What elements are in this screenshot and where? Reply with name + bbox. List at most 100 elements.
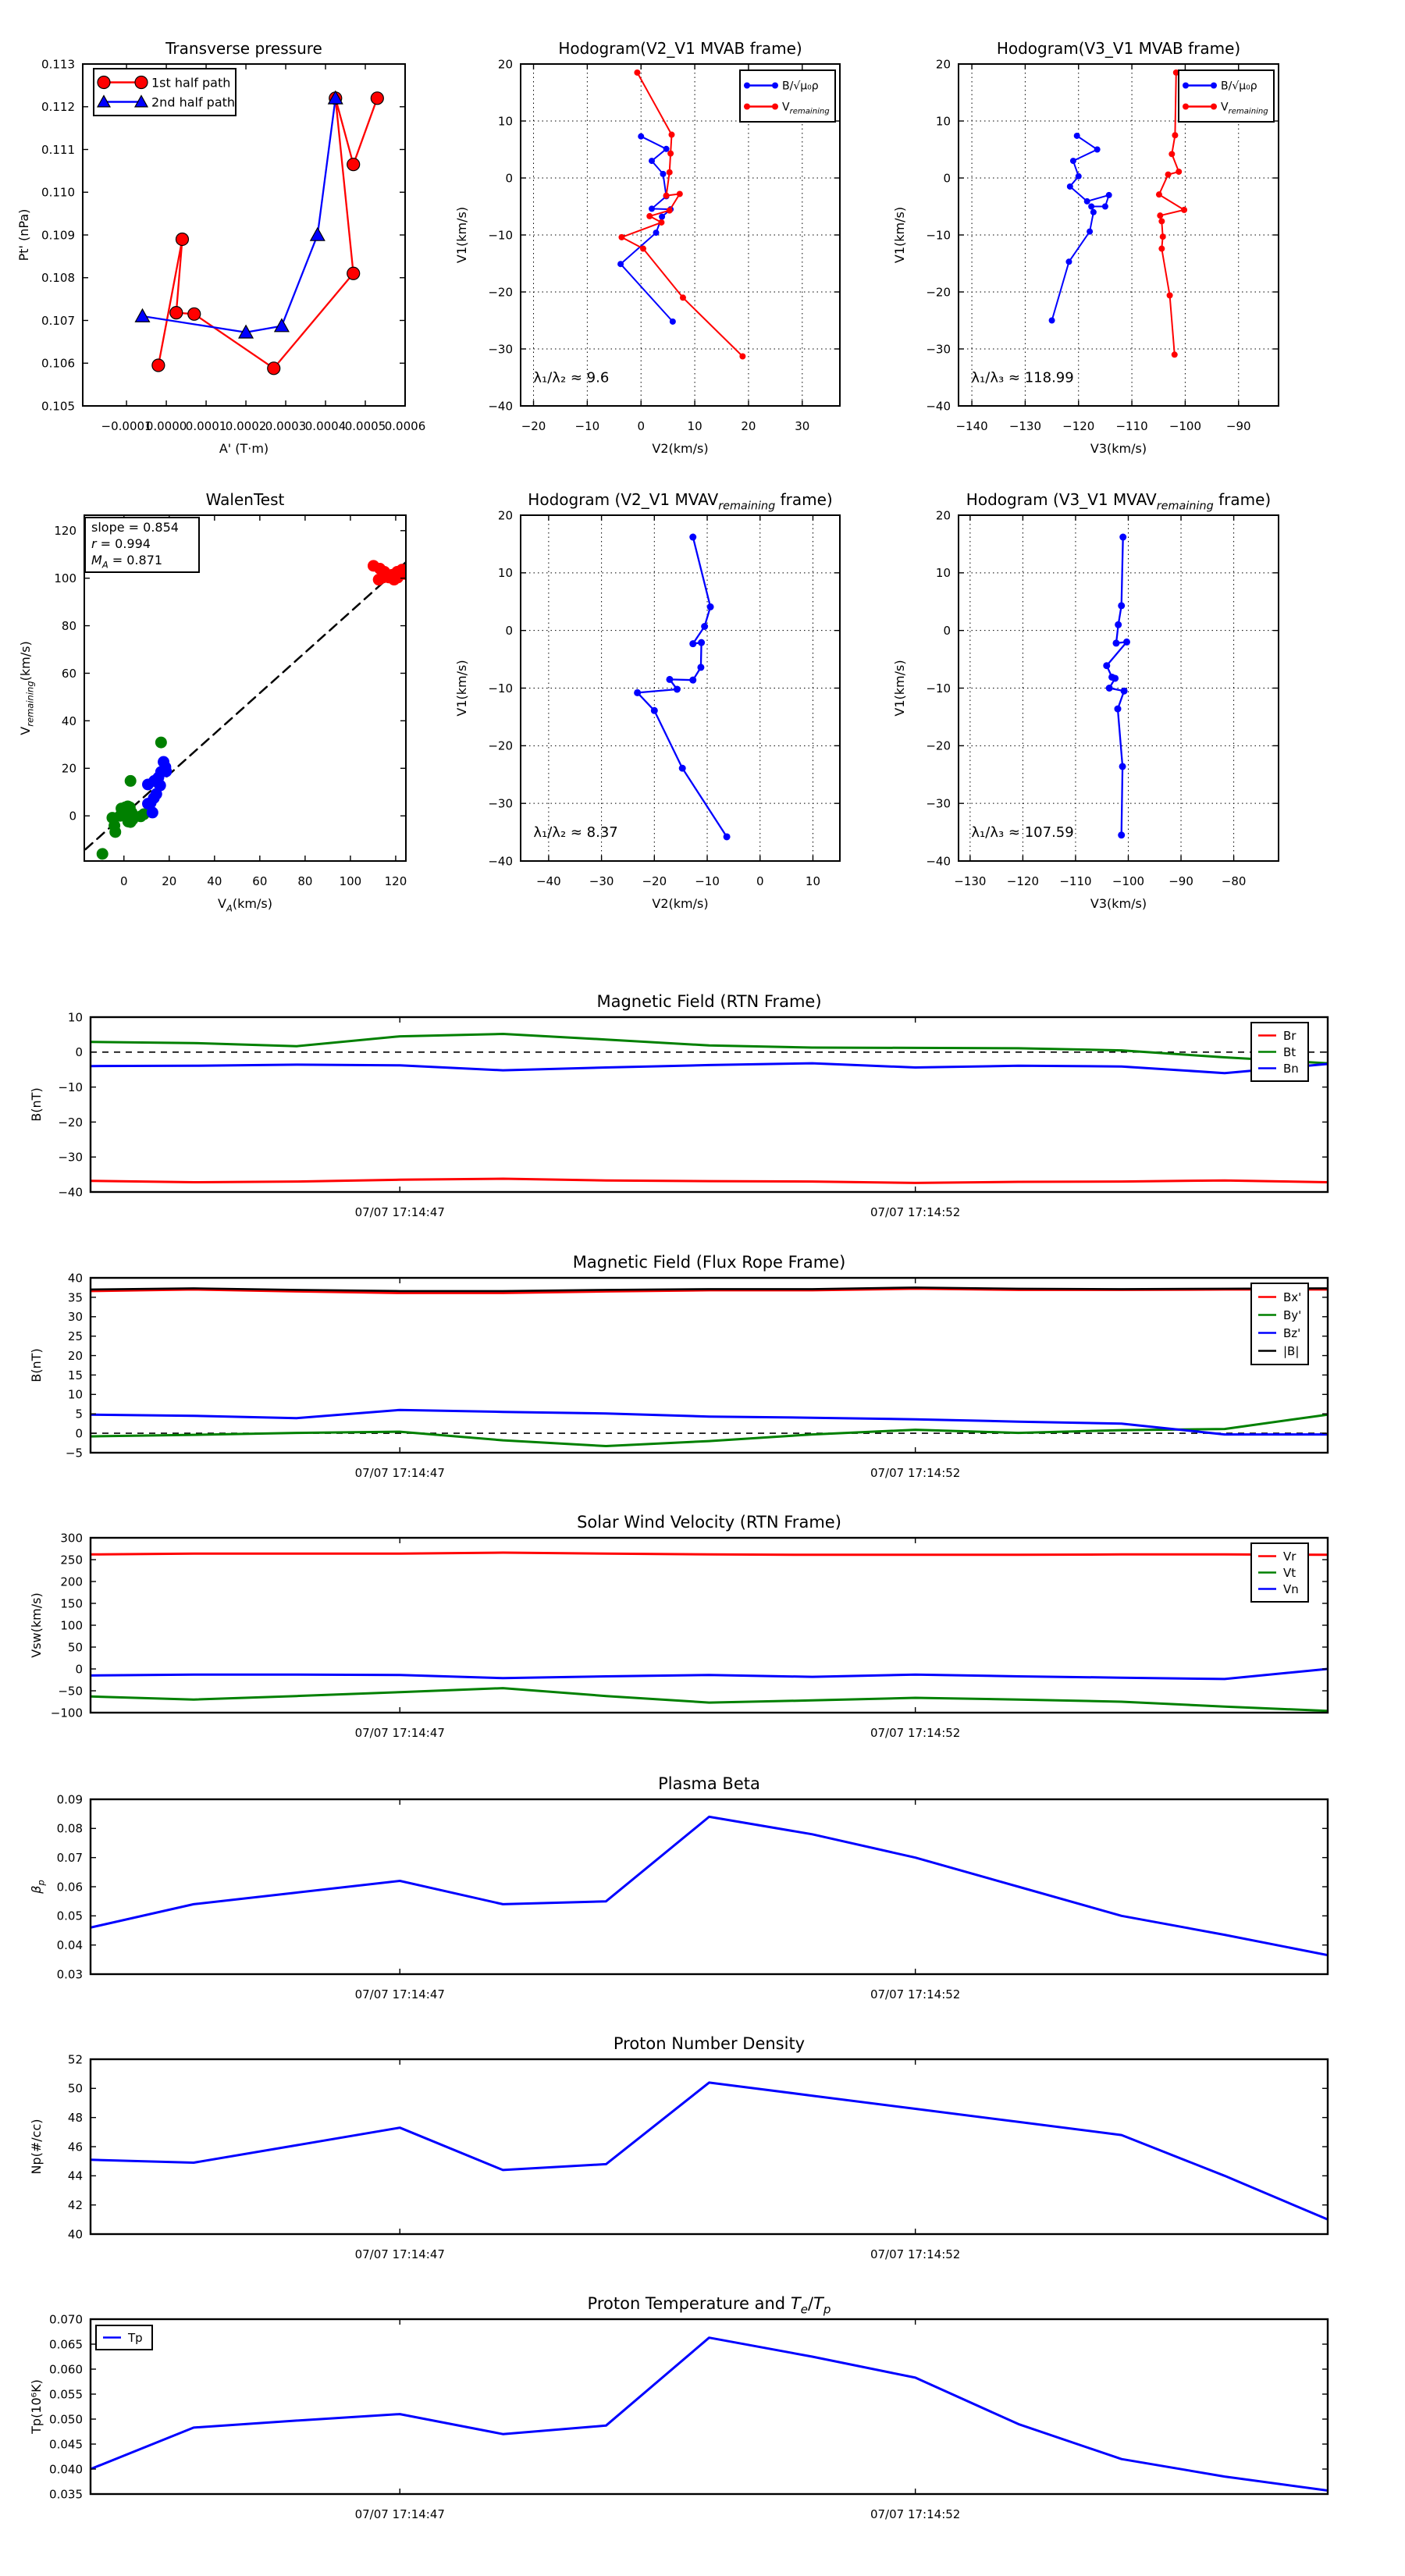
- y-tick-label: 20: [498, 508, 513, 522]
- y-tick-label: −40: [926, 399, 951, 413]
- triangle-marker: [273, 318, 290, 333]
- circle-marker: [1183, 82, 1189, 89]
- circle-marker: [678, 764, 686, 772]
- circle-marker: [1157, 212, 1164, 219]
- x-tick-label: 07/07 17:14:47: [355, 1205, 445, 1219]
- x-tick-label: 07/07 17:14:47: [355, 2247, 445, 2261]
- y-axis-label: V1(km/s): [454, 660, 469, 716]
- y-tick-label: 50: [68, 1640, 83, 1654]
- series-By-prime: [91, 1413, 1328, 1447]
- y-tick-label: 40: [68, 2227, 83, 2241]
- series-Np: [91, 2081, 1328, 2221]
- x-tick-label: −100: [1169, 419, 1201, 433]
- panel-solar-wind-velocity: 07/07 17:14:47 07/07 17:14:52 −100 −50 0 50 10…: [29, 1513, 1329, 1740]
- panel-title: Plasma Beta: [658, 1774, 760, 1793]
- legend-label: By': [1283, 1308, 1301, 1322]
- x-tick-label: 80: [297, 874, 312, 888]
- axes-frame: [84, 514, 407, 862]
- circle-marker: [666, 169, 673, 176]
- y-tick-label: 48: [68, 2111, 83, 2125]
- y-tick-label: −30: [488, 797, 513, 811]
- circle-marker: [1176, 168, 1183, 175]
- circle-marker: [650, 706, 658, 714]
- y-axis-label: Pt' (nPa): [16, 209, 31, 262]
- y-tick-label: 10: [498, 114, 513, 128]
- circle-marker: [666, 675, 674, 683]
- series-Br: [91, 1177, 1328, 1184]
- circle-marker: [617, 261, 624, 268]
- y-tick-label: 0.106: [41, 357, 75, 371]
- x-tick-label: −0.0001: [101, 419, 152, 433]
- x-axis-label: V2(km/s): [652, 896, 708, 911]
- y-tick-label: 0: [943, 624, 951, 638]
- y-tick-label: −10: [58, 1080, 83, 1094]
- x-tick-label: 100: [340, 874, 362, 888]
- legend-label: Vn: [1283, 1582, 1299, 1596]
- legend-label: 1st half path: [151, 75, 230, 90]
- series-beta-p: [91, 1815, 1328, 1957]
- circle-marker: [689, 676, 697, 684]
- circle-marker: [97, 75, 111, 90]
- series-group: [91, 2336, 1328, 2492]
- circle-marker: [658, 219, 665, 226]
- series-B-hodogram: [636, 535, 728, 838]
- circle-marker: [723, 833, 731, 841]
- x-tick-label: 10: [806, 874, 820, 888]
- y-tick-label: 10: [936, 566, 951, 580]
- panel-title: Transverse pressure: [165, 39, 322, 58]
- circle-marker: [187, 307, 201, 321]
- circle-marker: [659, 213, 666, 220]
- x-tick-label: 0: [756, 874, 764, 888]
- legend-box: [95, 2325, 153, 2350]
- series-group: [91, 1033, 1328, 1184]
- legend-label: Bt: [1283, 1045, 1296, 1059]
- circle-marker: [169, 306, 183, 320]
- y-tick-label: 0.04: [57, 1938, 83, 1952]
- y-tick-label: 150: [60, 1596, 83, 1610]
- y-tick-label: 0: [75, 1662, 83, 1676]
- series-group: [91, 2081, 1328, 2221]
- y-tick-label: 20: [936, 508, 951, 522]
- circle-marker: [646, 212, 653, 219]
- circle-marker: [1158, 245, 1165, 252]
- y-tick-label: 100: [60, 1618, 83, 1632]
- panel-title: Magnetic Field (Flux Rope Frame): [573, 1253, 846, 1272]
- circle-marker: [1075, 173, 1082, 180]
- y-tick-label: −20: [488, 739, 513, 753]
- series-group: [91, 1815, 1328, 1957]
- circle-marker: [1166, 292, 1173, 299]
- series-group: [84, 560, 406, 860]
- panel-title: WalenTest: [206, 490, 285, 509]
- y-tick-label: −10: [926, 228, 951, 242]
- legend-label: Vr: [1283, 1550, 1297, 1564]
- y-tick-label: 0.060: [49, 2362, 83, 2376]
- x-axis-label: V3(km/s): [1090, 896, 1147, 911]
- y-tick-label: −40: [488, 854, 513, 868]
- circle-marker: [668, 131, 675, 138]
- x-tick-label: 60: [252, 874, 267, 888]
- panel-title: Hodogram(V2_V1 MVAB frame): [558, 39, 802, 58]
- circle-marker: [1168, 151, 1176, 158]
- circle-marker: [1105, 685, 1113, 692]
- y-tick-label: 0: [505, 624, 513, 638]
- circle-marker: [667, 150, 674, 157]
- circle-marker: [1172, 132, 1179, 139]
- series-Bn: [91, 1062, 1328, 1075]
- circle-marker: [155, 736, 167, 749]
- y-tick-label: 15: [68, 1368, 83, 1382]
- y-tick-label: 0.05: [57, 1909, 83, 1923]
- y-axis-label: Vremaining(km/s): [18, 641, 35, 735]
- circle-marker: [267, 361, 281, 375]
- panel-title: Hodogram (V2_V1 MVAVremaining frame): [528, 490, 832, 512]
- circle-marker: [634, 69, 641, 76]
- y-tick-label: 0: [505, 171, 513, 185]
- circle-marker: [639, 245, 646, 252]
- x-tick-label: −40: [536, 874, 561, 888]
- panel-proton-temperature: 07/07 17:14:47 07/07 17:14:52 0.035 0.040 0.…: [29, 2294, 1329, 2521]
- triangle-marker: [134, 308, 151, 322]
- y-tick-label: 25: [68, 1329, 83, 1343]
- circle-marker: [1073, 132, 1080, 139]
- y-tick-label: −40: [58, 1185, 83, 1199]
